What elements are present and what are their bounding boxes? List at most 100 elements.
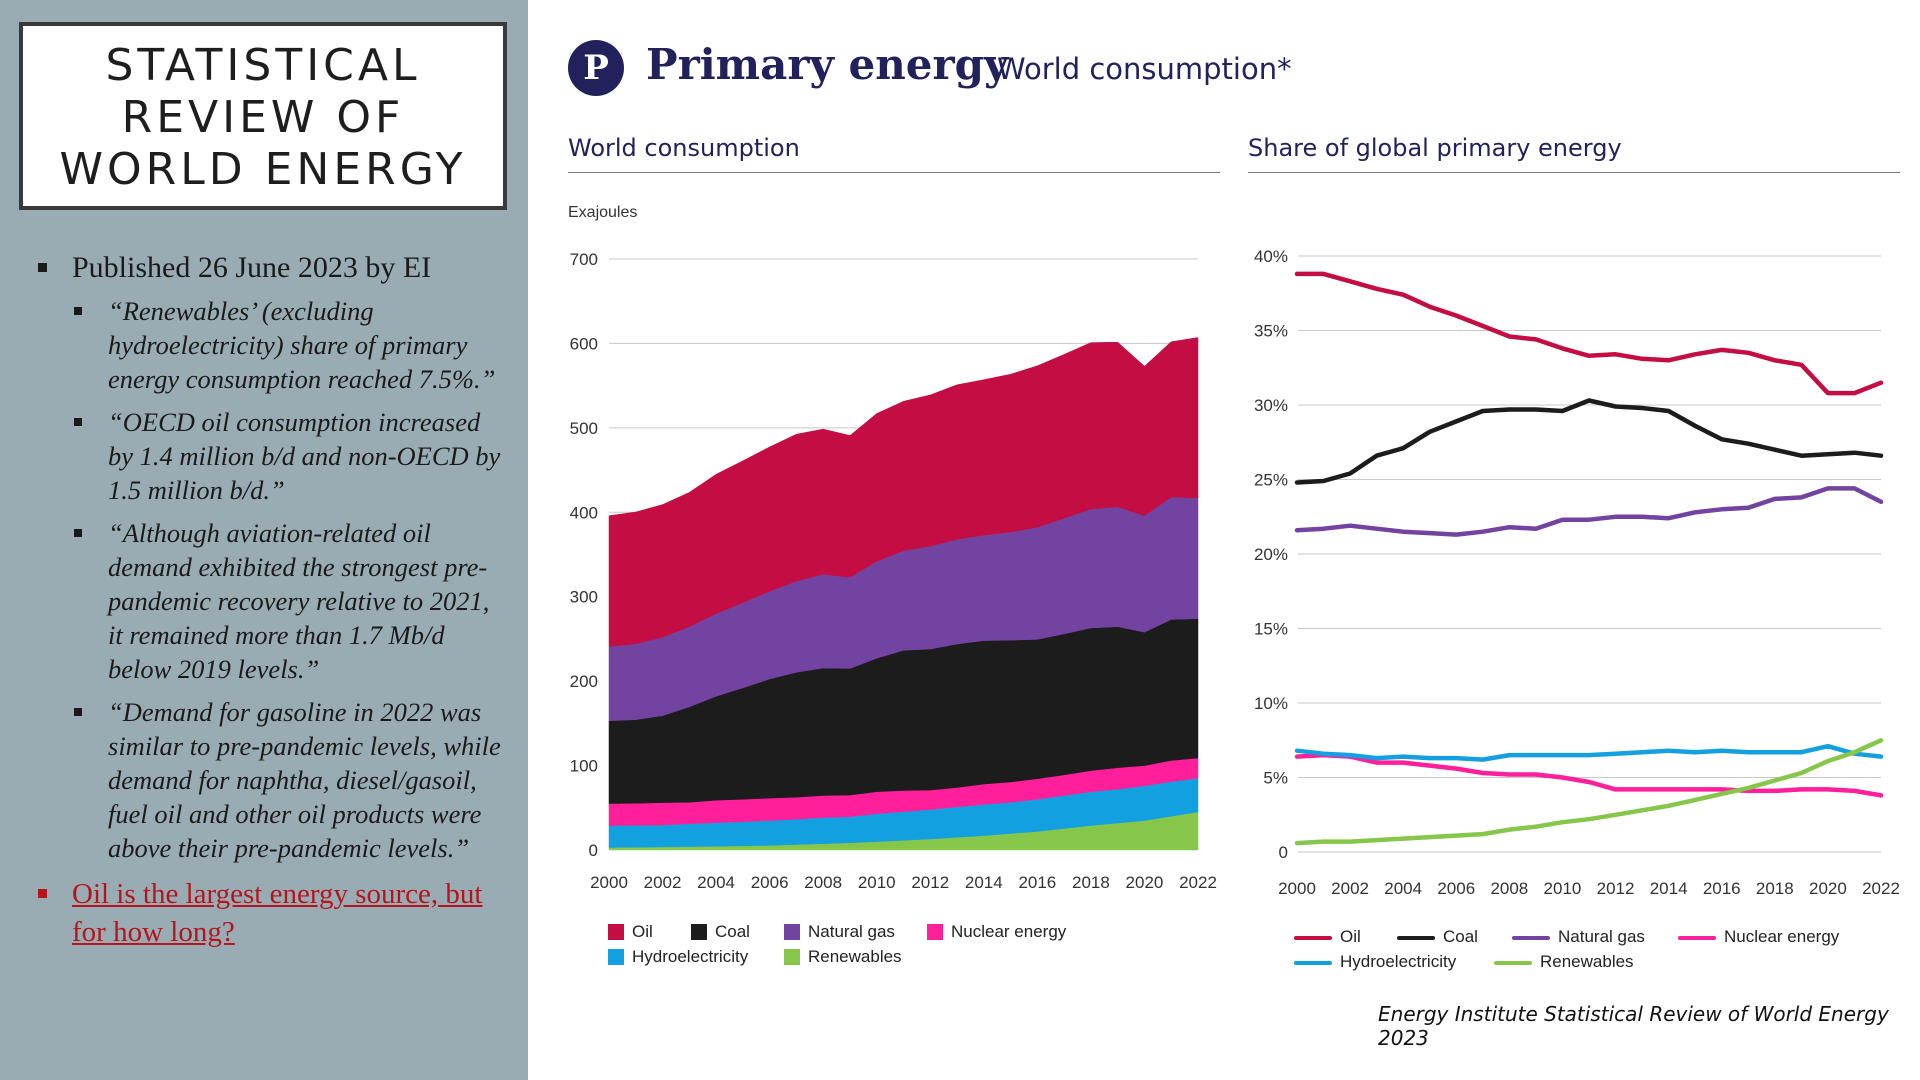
chart-title-consumption: World consumption: [568, 134, 800, 162]
legend-label: Nuclear energy: [951, 922, 1067, 941]
x-tick-label: 2006: [1437, 879, 1475, 898]
legend-label: Renewables: [1540, 952, 1634, 971]
x-tick-label: 2020: [1809, 879, 1847, 898]
legend-label: Nuclear energy: [1724, 927, 1840, 946]
quote-bullet: “Renewables’ (excluding hydroelectricity…: [30, 294, 510, 396]
legend-item: Renewables: [1494, 952, 1634, 972]
y-tick-label: 40%: [1254, 247, 1288, 266]
legend-swatch: [1397, 936, 1435, 940]
y-tick-label: 15%: [1254, 620, 1288, 639]
legend-item: Nuclear energy: [927, 922, 1066, 942]
legend-swatch: [691, 924, 707, 940]
x-tick-label: 2004: [697, 873, 735, 892]
legend-swatch: [1678, 936, 1716, 940]
legend-swatch: [608, 924, 624, 940]
x-tick-label: 2000: [590, 873, 628, 892]
y-tick-label: 200: [570, 672, 598, 691]
legend-item: Hydroelectricity: [1294, 952, 1456, 972]
legend-item: Hydroelectricity: [608, 947, 748, 967]
line-series-coal: [1294, 398, 1884, 485]
x-tick-label: 2012: [911, 873, 949, 892]
x-tick-label: 2022: [1179, 873, 1217, 892]
line-series-natural_gas: [1294, 486, 1884, 537]
chart-title-rule: [1248, 172, 1900, 173]
y-tick-label: 10%: [1254, 694, 1288, 713]
legend-swatch: [1294, 936, 1332, 940]
quote-bullet: “Although aviation-related oil demand ex…: [30, 516, 510, 686]
y-tick-label: 35%: [1254, 322, 1288, 341]
legend-label: Coal: [715, 922, 750, 941]
legend-label: Hydroelectricity: [1340, 952, 1457, 971]
legend-label: Natural gas: [1558, 927, 1645, 946]
y-tick-label: 100: [570, 757, 598, 776]
legend-label: Renewables: [808, 947, 902, 966]
bullet-list: Published 26 June 2023 by EI “Renewables…: [30, 250, 510, 951]
x-tick-label: 2014: [965, 873, 1003, 892]
x-tick-label: 2016: [1018, 873, 1056, 892]
legend-item: Oil: [1294, 927, 1361, 947]
y-tick-label: 5%: [1263, 769, 1288, 788]
published-bullet: Published 26 June 2023 by EI: [30, 250, 510, 286]
line-series-hydro: [1294, 743, 1884, 762]
legend-label: Oil: [632, 922, 653, 941]
legend-swatch: [784, 949, 800, 965]
legend-item: Coal: [691, 922, 750, 942]
legend-swatch: [1494, 961, 1532, 965]
y-tick-label: 20%: [1254, 545, 1288, 564]
y-tick-label: 600: [570, 334, 598, 353]
legend-label: Coal: [1443, 927, 1478, 946]
legend-item: Oil: [608, 922, 653, 942]
x-tick-label: 2004: [1384, 879, 1422, 898]
legend-item: Renewables: [784, 947, 902, 967]
quote-bullet: “OECD oil consumption increased by 1.4 m…: [30, 405, 510, 507]
x-tick-label: 2010: [1544, 879, 1582, 898]
legend-item: Natural gas: [784, 922, 895, 942]
y-tick-label: 30%: [1254, 396, 1288, 415]
y-tick-label: 25%: [1254, 471, 1288, 490]
legend-swatch: [1512, 936, 1550, 940]
line-series-nuclear: [1294, 752, 1884, 798]
x-tick-label: 2002: [1331, 879, 1369, 898]
x-tick-label: 2018: [1072, 873, 1110, 892]
y-tick-label: 400: [570, 503, 598, 522]
legend-label: Oil: [1340, 927, 1361, 946]
y-axis-unit-label: Exajoules: [568, 204, 638, 221]
legend-item: Nuclear energy: [1678, 927, 1839, 947]
slide-title-box: STATISTICAL REVIEW OF WORLD ENERGY: [19, 22, 507, 210]
chart-title-rule: [568, 172, 1220, 173]
slide-title-line-3: WORLD ENERGY: [59, 144, 467, 195]
legend-swatch: [608, 949, 624, 965]
x-tick-label: 2016: [1703, 879, 1741, 898]
x-tick-label: 2014: [1650, 879, 1688, 898]
line-series-oil: [1294, 271, 1884, 396]
oil-question-link[interactable]: Oil is the largest energy source, but fo…: [72, 878, 483, 948]
legend-swatch: [1294, 961, 1332, 965]
y-tick-label: 300: [570, 588, 598, 607]
y-tick-label: 500: [570, 419, 598, 438]
page-subtitle: World consumption*: [997, 52, 1292, 86]
x-tick-label: 2008: [1490, 879, 1528, 898]
y-tick-label: 0: [589, 841, 598, 860]
slide-title-line-1: STATISTICAL: [105, 40, 421, 91]
x-tick-label: 2022: [1862, 879, 1900, 898]
legend-swatch: [927, 924, 943, 940]
x-tick-label: 2008: [804, 873, 842, 892]
x-tick-label: 2010: [858, 873, 896, 892]
x-tick-label: 2006: [751, 873, 789, 892]
line-chart: 0 5% 10% 15% 20% 25% 30% 35% 40% 2000 2002 2004 2006…: [1254, 247, 1900, 898]
left-panel: STATISTICAL REVIEW OF WORLD ENERGY Publi…: [0, 0, 528, 1080]
legend-label: Hydroelectricity: [632, 947, 749, 966]
primary-energy-icon: P: [568, 40, 624, 96]
y-tick-label: 0: [1279, 843, 1288, 862]
legend-label: Natural gas: [808, 922, 895, 941]
area-chart: 0 100 200 300 400 500 600 700 2000 2002 2004 2006 20…: [570, 250, 1217, 892]
x-tick-label: 2002: [644, 873, 682, 892]
highlight-bullet: Oil is the largest energy source, but fo…: [30, 875, 510, 951]
area-series-oil: [608, 337, 1199, 647]
y-tick-label: 700: [570, 250, 598, 269]
page-title: Primary energy: [646, 40, 1009, 89]
line-series-renewables: [1294, 738, 1884, 846]
legend-item: Coal: [1397, 927, 1478, 947]
quote-bullet: “Demand for gasoline in 2022 was similar…: [30, 695, 510, 865]
source-footer: Energy Institute Statistical Review of W…: [1378, 1002, 1889, 1050]
